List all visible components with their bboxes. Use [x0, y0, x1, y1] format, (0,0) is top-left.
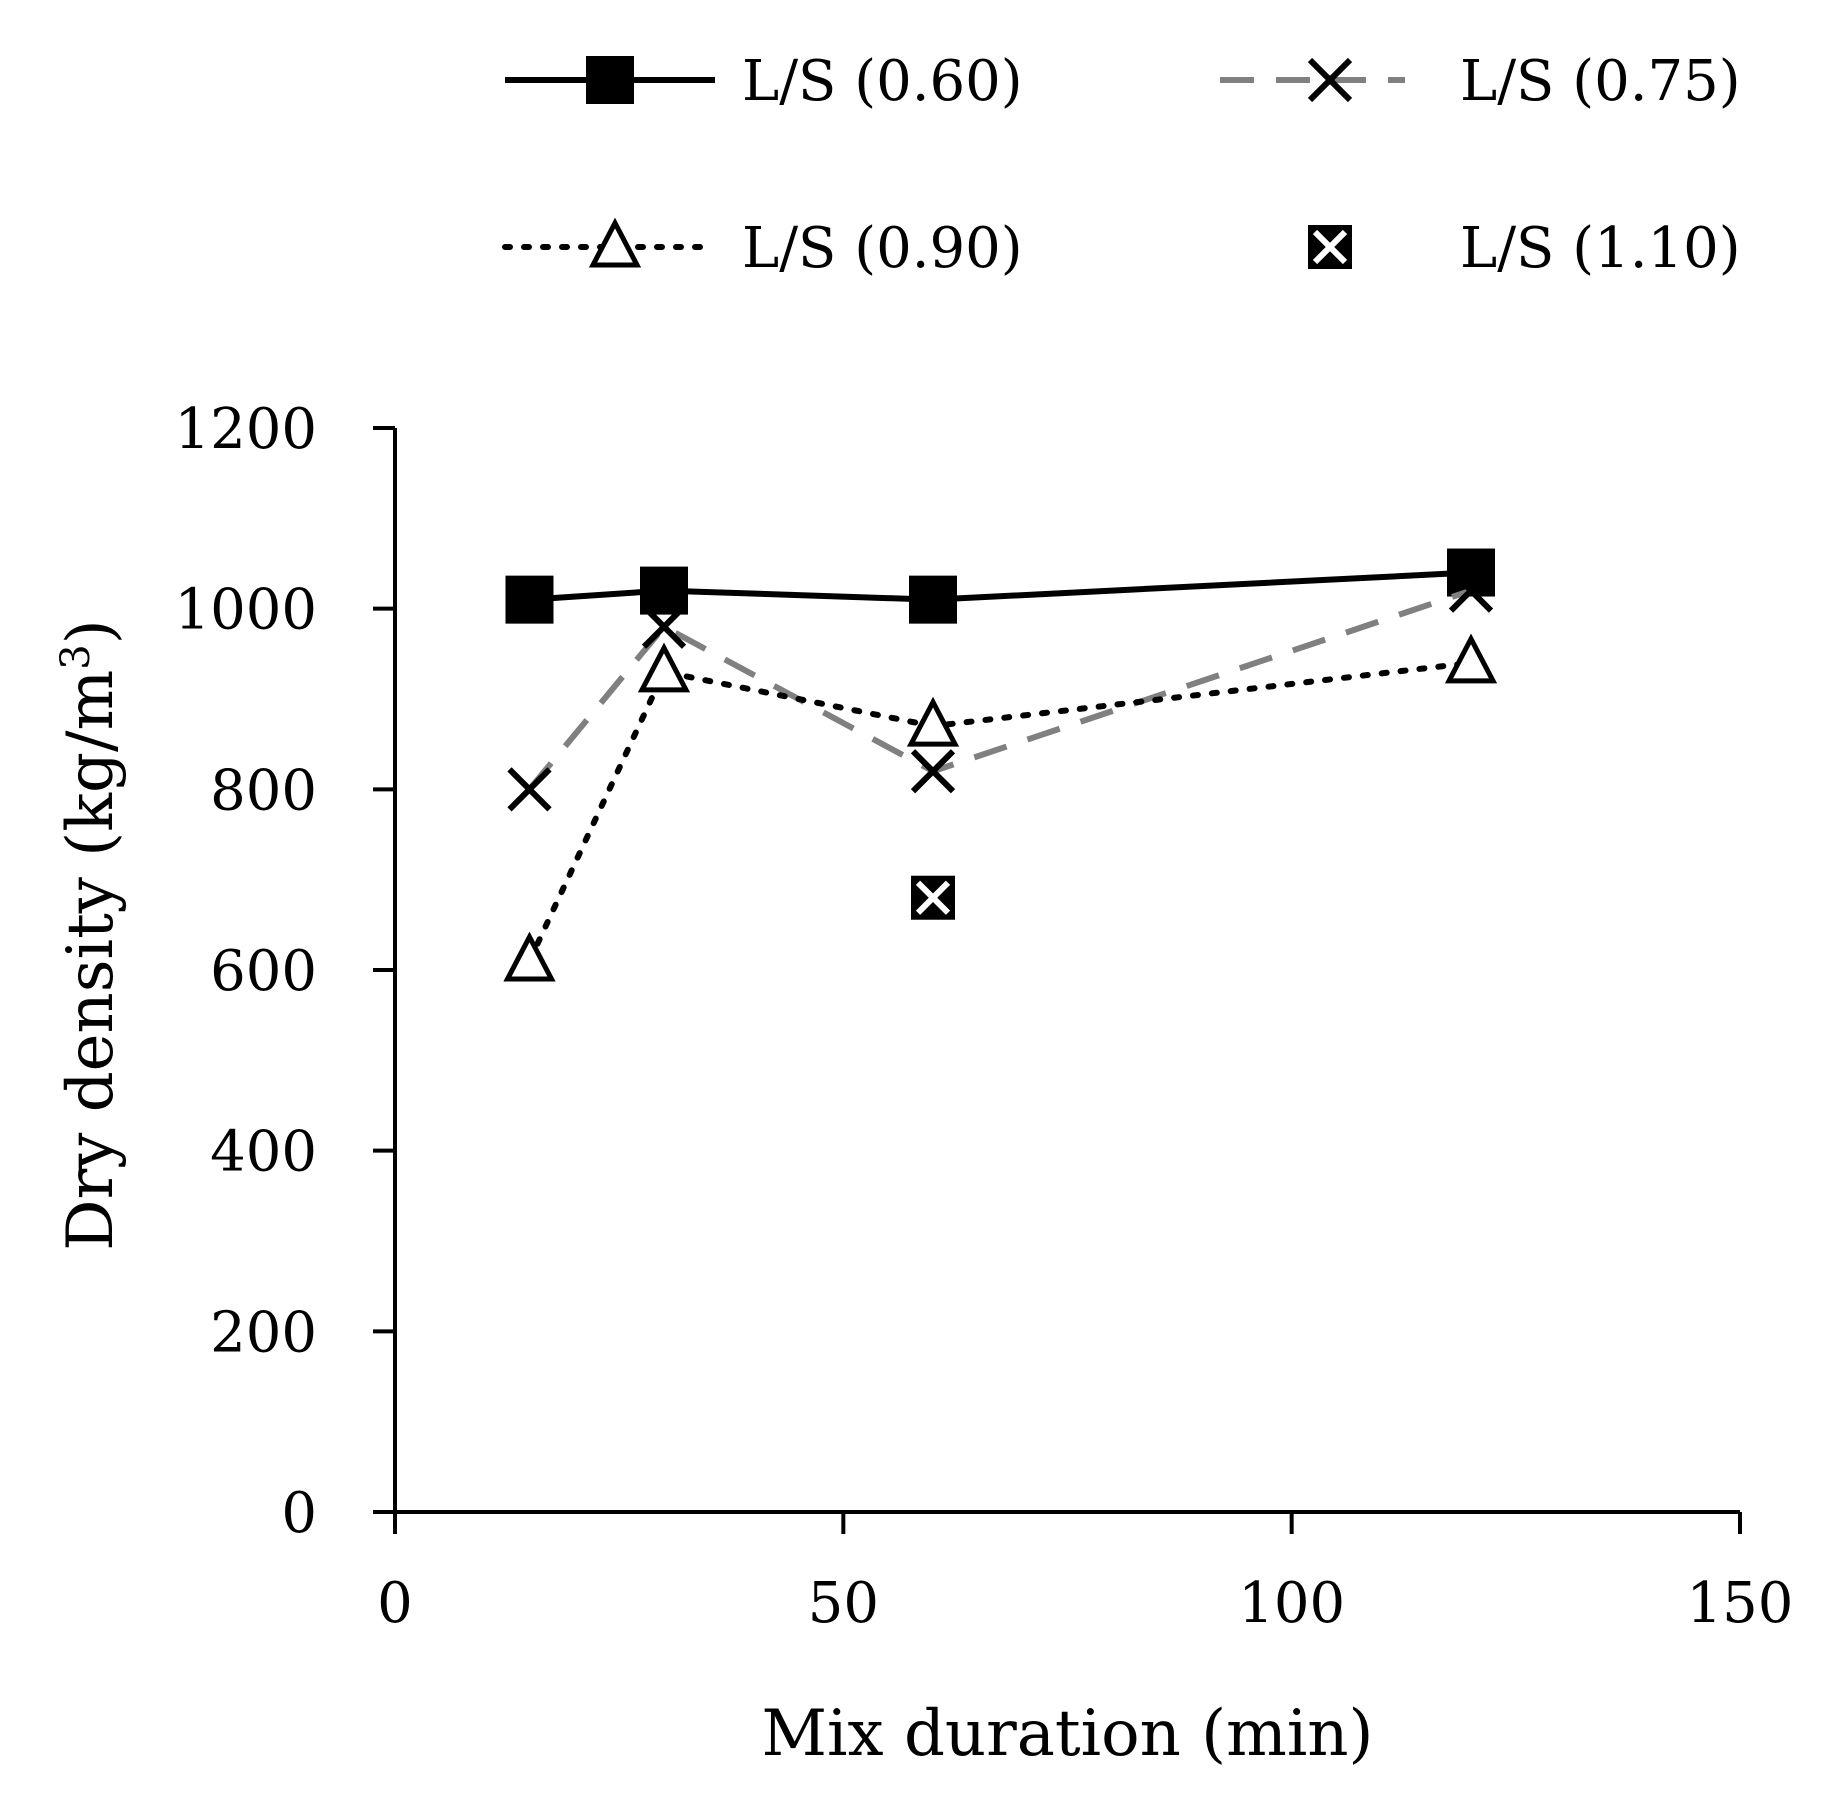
- legend-label-0: L/S (0.60): [742, 49, 1023, 114]
- y-axis-title-main: Dry density (kg/m: [54, 670, 128, 1251]
- data-point-2-3: [1444, 633, 1498, 684]
- y-tick-label: 400: [210, 1120, 317, 1185]
- data-point-1-1: [641, 604, 687, 649]
- y-tick-label: 600: [210, 939, 317, 1004]
- series-line-0: [529, 569, 1472, 603]
- legend-marker-0: [586, 56, 634, 104]
- legend-label-2: L/S (0.90): [742, 216, 1023, 281]
- legend: L/S (0.60) L/S (0.75) L/S (0.90) L/S (1.10): [502, 49, 1741, 281]
- data-point-1-0: [507, 767, 552, 812]
- data-point-0-0: [505, 575, 554, 624]
- x-tick-label: 100: [1238, 1571, 1345, 1636]
- axes: 0 200 400 600 800 1000 1200 0 50 100 150: [174, 397, 1793, 1636]
- data-point-3-0-cross-b: [915, 880, 951, 915]
- y-tick-label: 1200: [174, 397, 317, 462]
- data-point-0-2: [909, 575, 957, 624]
- y-axis-title-superscript: 3: [53, 644, 99, 669]
- legend-item-0: L/S (0.60): [505, 49, 1023, 114]
- y-axis-title-end: ): [54, 619, 128, 644]
- legend-item-3: L/S (1.10): [1308, 216, 1741, 281]
- legend-label-1: L/S (0.75): [1460, 49, 1741, 114]
- data-point-3-0: [911, 875, 955, 920]
- data-point-1-2-stroke-b: [910, 749, 956, 794]
- y-tick-label: 0: [281, 1481, 317, 1546]
- data-point-1-3: [1448, 568, 1494, 613]
- legend-marker-3-cross-b: [1312, 229, 1348, 265]
- series-3: [911, 875, 955, 920]
- y-axis-title: Dry density (kg/m3): [53, 619, 128, 1250]
- data-point-2-1: [637, 642, 691, 693]
- data-point-2-0: [503, 931, 556, 982]
- y-tick-label: 1000: [174, 578, 317, 643]
- legend-marker-1: [1307, 57, 1353, 103]
- y-tick-label: 800: [210, 758, 317, 823]
- data-point-2-2: [906, 696, 960, 747]
- legend-marker-2: [588, 217, 642, 268]
- data-point-1-3-stroke-b: [1448, 568, 1494, 613]
- legend-item-2: L/S (0.90): [502, 216, 1023, 281]
- legend-marker-3: [1308, 225, 1352, 269]
- x-tick-label: 0: [377, 1571, 413, 1636]
- series-0: [505, 548, 1495, 624]
- legend-marker-1-stroke-b: [1307, 57, 1353, 103]
- x-tick-label: 50: [808, 1571, 879, 1636]
- x-tick-label: 150: [1687, 1571, 1794, 1636]
- data-point-1-0-stroke-b: [507, 767, 552, 812]
- x-axis-title: Mix duration (min): [762, 1697, 1374, 1771]
- series-line-2: [526, 659, 1474, 964]
- data-point-1-2: [910, 749, 956, 794]
- series-layer: [503, 548, 1498, 982]
- series-2: [503, 633, 1498, 982]
- legend-item-1: L/S (0.75): [1220, 49, 1741, 114]
- data-point-1-1-stroke-b: [641, 604, 687, 649]
- legend-label-3: L/S (1.10): [1460, 216, 1741, 281]
- y-tick-label: 200: [210, 1300, 317, 1365]
